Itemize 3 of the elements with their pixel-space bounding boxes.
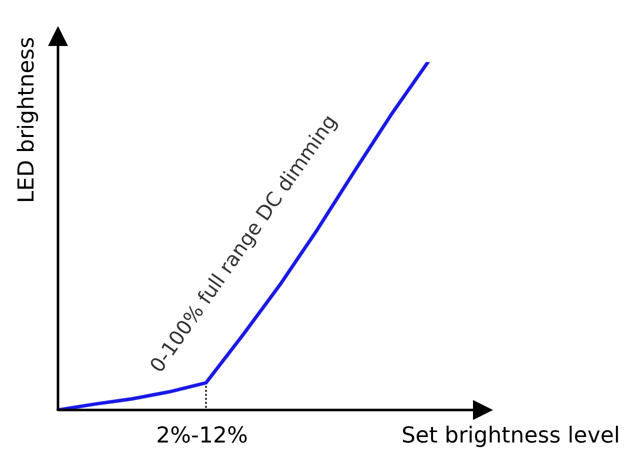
- text: 2%-12%: [156, 424, 248, 449]
- y-axis-title: LED brightness: [14, 36, 40, 204]
- x-axis-title: Set brightness level: [402, 424, 620, 449]
